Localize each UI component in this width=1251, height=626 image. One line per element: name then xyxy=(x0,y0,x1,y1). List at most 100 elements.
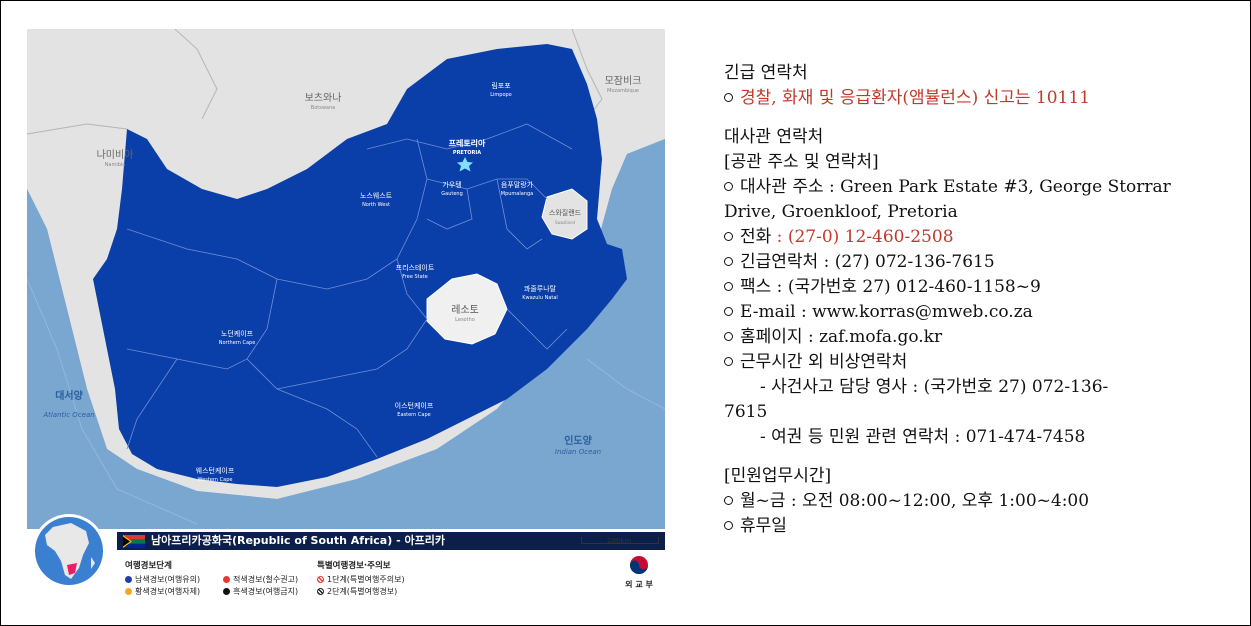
red-stripe-icon xyxy=(317,576,324,583)
legend-header-levels: 여행경보단계 xyxy=(125,561,172,571)
emergency-contact-text: 긴급연락처 : (27) 072-136-7615 xyxy=(740,252,995,272)
label-indian: 인도양 xyxy=(564,434,592,447)
eswatini-shape xyxy=(541,188,588,240)
label-eswatini: 스와질랜드 xyxy=(549,208,582,217)
legend-black-label: 흑색경보(여행금지) xyxy=(233,587,299,596)
label-westerncape: 웨스턴케이프 xyxy=(196,466,235,475)
red-dot-icon xyxy=(223,576,230,583)
address-line-2: Drive, Groenkloof, Pretoria xyxy=(724,202,958,222)
embassy-subtitle: [공관 주소 및 연락처] xyxy=(724,152,879,172)
label-freestate: 프리스테이트 xyxy=(396,263,435,272)
map-legend: 남아프리카공화국(Republic of South Africa) - 아프리… xyxy=(27,529,665,598)
hours-line: 월~금 : 오전 08:00~12:00, 오후 1:00~4:00 xyxy=(724,489,1229,514)
yellow-dot-icon xyxy=(125,588,132,595)
legend-special2-label: 2단계(특별여행경보) xyxy=(327,587,398,596)
label-northwest: 노스웨스트 xyxy=(360,192,393,200)
label-northerncape-en: Northern Cape xyxy=(219,340,256,346)
hours-text: 월~금 : 오전 08:00~12:00, 오후 1:00~4:00 xyxy=(740,491,1090,511)
legend-blue-label: 남색경보(여행유의) xyxy=(135,575,201,584)
embassy-title: 대사관 연락처 xyxy=(724,127,824,147)
label-indian-en: Indian Ocean xyxy=(555,448,601,456)
legend-row-red: 적색경보(철수권고) xyxy=(223,574,298,586)
label-northerncape: 노던케이프 xyxy=(221,329,254,338)
legend-levels: 여행경보단계 남색경보(여행유의) 황색경보(여행자제) xyxy=(125,559,200,598)
globe-icon xyxy=(32,514,106,588)
legend-row-blue: 남색경보(여행유의) xyxy=(125,574,200,586)
scale-bar xyxy=(581,537,659,544)
emergency-contact-line: 긴급연락처 : (27) 072-136-7615 xyxy=(724,250,1229,275)
label-mozambique-en: Mozambique xyxy=(607,88,639,94)
ministry-name: 외 교 부 xyxy=(625,580,653,589)
label-mpumalanga: 음푸말랑가 xyxy=(501,180,534,189)
after-hours-text: 근무시간 외 비상연락처 xyxy=(740,352,908,372)
lesotho-shape xyxy=(426,273,508,345)
label-capital: 프레토리아 xyxy=(449,138,486,148)
label-botswana-en: Botswana xyxy=(311,105,335,111)
phone-line: 전화 : (27-0) 12-460-2508 xyxy=(724,225,1229,250)
legend-header-special: 특별여행경보·주의보 xyxy=(317,561,391,571)
label-limpopo-en: Limpopo xyxy=(490,92,512,98)
label-easterncape: 이스턴케이프 xyxy=(395,401,434,410)
holiday-line: 휴무일 xyxy=(724,514,1229,539)
phone-label: 전화 xyxy=(740,227,772,247)
circle-bullet-icon xyxy=(724,332,733,341)
email-line: E-mail : www.korras@mweb.co.za xyxy=(724,300,1229,325)
emergency-number-text: 경찰, 화재 및 응급환자(앰뷸런스) 신고는 10111 xyxy=(740,88,1091,108)
legend-row-black: 흑색경보(여행금지) xyxy=(223,586,298,598)
contact-info: 긴급 연락처 경찰, 화재 및 응급환자(앰뷸런스) 신고는 10111 대사관… xyxy=(724,61,1229,539)
legend-red-label: 적색경보(철수권고) xyxy=(233,575,299,584)
country-title-bar: 남아프리카공화국(Republic of South Africa) - 아프리… xyxy=(117,532,665,550)
south-africa-flag-icon xyxy=(123,535,145,548)
ministry-logo: 외 교 부 xyxy=(619,555,659,590)
fax-text: 팩스 : (국가번호 27) 012-460-1158~9 xyxy=(740,277,1041,297)
country-title: 남아프리카공화국(Republic of South Africa) - 아프리… xyxy=(151,534,445,547)
label-westerncape-en: Western Cape xyxy=(198,477,233,483)
emergency-title: 긴급 연락처 xyxy=(724,63,808,83)
black-dot-icon xyxy=(223,588,230,595)
circle-bullet-icon xyxy=(724,282,733,291)
atlantic-sea xyxy=(27,139,665,598)
label-freestate-en: Free State xyxy=(402,274,427,280)
south-africa-map: 보츠와나 Botswana 모잠비크 Mozambique 나미비아 Namib… xyxy=(27,29,665,598)
emergency-line: 경찰, 화재 및 응급환자(앰뷸런스) 신고는 10111 xyxy=(724,86,1229,111)
fax-line: 팩스 : (국가번호 27) 012-460-1158~9 xyxy=(724,275,1229,300)
south-africa-shape xyxy=(93,44,627,487)
label-namibia-en: Namibia xyxy=(105,162,126,168)
map-graphic: 보츠와나 Botswana 모잠비크 Mozambique 나미비아 Namib… xyxy=(27,29,665,598)
legend-levels-2: 적색경보(철수권고) 흑색경보(여행금지) xyxy=(223,574,298,598)
consul-line: - 사건사고 담당 영사 : (국가번호 27) 072-136- xyxy=(760,377,1109,397)
after-hours-title: 근무시간 외 비상연락처 xyxy=(724,350,1229,375)
legend-special1-label: 1단계(특별여행주의보) xyxy=(327,575,405,584)
label-lesotho: 레소토 xyxy=(451,304,479,316)
label-capital-en: PRETORIA xyxy=(453,150,481,156)
phone-value: : (27-0) 12-460-2508 xyxy=(771,227,954,247)
label-kzn-en: Kwazulu Natal xyxy=(522,295,558,301)
label-atlantic: 대서양 xyxy=(55,389,83,402)
taegeuk-logo-icon xyxy=(630,556,648,574)
circle-bullet-icon xyxy=(724,496,733,505)
label-botswana: 보츠와나 xyxy=(305,92,342,104)
label-limpopo: 림포포 xyxy=(491,82,511,90)
circle-bullet-icon xyxy=(724,182,733,191)
consul-line-2: 7615 xyxy=(724,402,768,422)
homepage-text: 홈페이지 : zaf.mofa.go.kr xyxy=(740,327,943,347)
label-northwest-en: North West xyxy=(362,202,390,208)
black-stripe-icon xyxy=(317,588,324,595)
email-text: E-mail : www.korras@mweb.co.za xyxy=(740,302,1033,322)
circle-bullet-icon xyxy=(724,232,733,241)
label-lesotho-en: Lesotho xyxy=(455,317,475,323)
label-mpumalanga-en: Mpumalanga xyxy=(501,191,533,197)
circle-bullet-icon xyxy=(724,307,733,316)
label-gauteng-en: Gauteng xyxy=(441,191,463,197)
address-line: 대사관 주소 : Green Park Estate #3, George St… xyxy=(724,175,1229,200)
circle-bullet-icon xyxy=(724,521,733,530)
legend-special: 특별여행경보·주의보 1단계(특별여행주의보) 2단계(특별여행경보) xyxy=(317,559,405,598)
address-text: 대사관 주소 : Green Park Estate #3, George St… xyxy=(740,177,1171,197)
label-kzn: 콰줄루나탈 xyxy=(524,284,557,293)
label-gauteng: 가우텡 xyxy=(442,180,461,189)
label-namibia: 나미비아 xyxy=(97,149,134,161)
capital-star-icon xyxy=(457,157,473,172)
passport-line: - 여권 등 민원 관련 연락처 : 071-474-7458 xyxy=(760,427,1086,447)
circle-bullet-icon xyxy=(724,257,733,266)
